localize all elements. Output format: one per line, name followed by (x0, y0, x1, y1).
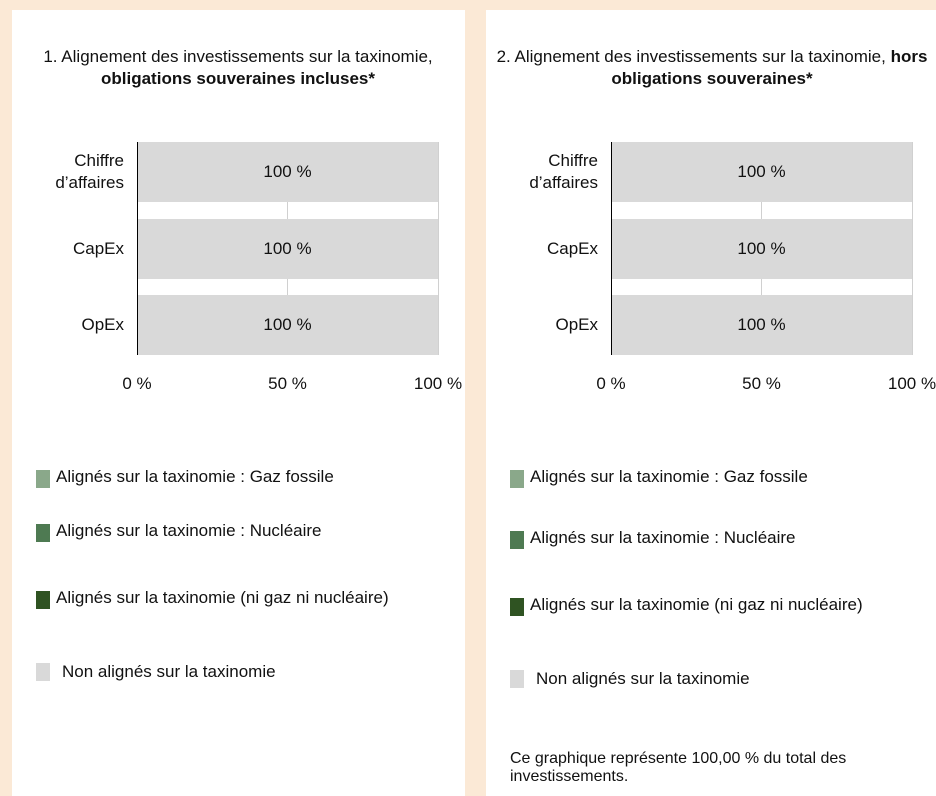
legend-swatch (510, 470, 524, 488)
legend-item: Alignés sur la taxinomie : Gaz fossile (510, 466, 920, 488)
x-tick-label: 50 % (268, 374, 307, 393)
bar (611, 295, 912, 355)
y-tick-label: Chiffre d’affaires (529, 151, 598, 192)
legend-swatch (36, 663, 50, 681)
chart-title: 1. Alignement des investissements sur la… (22, 46, 454, 90)
data-label: 100 % (263, 162, 312, 181)
data-label: 100 % (737, 162, 786, 181)
data-label: 100 % (737, 315, 786, 334)
legend-swatch (36, 470, 50, 488)
legend-item: Non alignés sur la taxinomie (510, 668, 920, 690)
x-tick-label: 0 % (122, 374, 152, 393)
legend-item: Alignés sur la taxinomie : Nucléaire (510, 527, 920, 549)
legend-swatch (36, 524, 50, 542)
legend-swatch (510, 598, 524, 616)
data-label: 100 % (263, 315, 312, 334)
bar (137, 295, 438, 355)
legend-swatch (510, 670, 524, 688)
legend-item: Alignés sur la taxinomie : Nucléaire (36, 520, 446, 542)
legend-label: Alignés sur la taxinomie : Gaz fossile (530, 467, 808, 486)
axis-line (136, 142, 138, 355)
legend-label: Non alignés sur la taxinomie (536, 669, 750, 688)
data-label: 100 % (737, 239, 786, 258)
legend-label: Alignés sur la taxinomie : Nucléaire (56, 521, 322, 540)
data-label: 100 % (263, 239, 312, 258)
y-tick-label: OpEx (555, 315, 598, 334)
legend-label: Alignés sur la taxinomie (ni gaz ni nucl… (530, 595, 863, 614)
bar (137, 142, 438, 202)
legend-label: Alignés sur la taxinomie : Gaz fossile (56, 467, 334, 486)
title-bold: hors obligations souveraines* (611, 47, 928, 88)
x-tick-label: 100 % (887, 374, 936, 393)
grid-line (911, 142, 913, 355)
legend-label: Alignés sur la taxinomie : Nucléaire (530, 528, 796, 547)
axis-line (610, 142, 612, 355)
chart-panel: 2. Alignement des investissements sur la… (486, 10, 936, 796)
x-tick-label: 50 % (742, 374, 781, 393)
legend-item: Alignés sur la taxinomie : Gaz fossile (36, 466, 446, 488)
x-tick-label: 100 % (413, 374, 463, 393)
bar (611, 142, 912, 202)
bar (611, 219, 912, 279)
legend-swatch (36, 591, 50, 609)
y-tick-label: OpEx (81, 315, 124, 334)
legend-label: Alignés sur la taxinomie (ni gaz ni nucl… (56, 588, 389, 607)
chart-title: 2. Alignement des investissements sur la… (496, 46, 928, 90)
bar (137, 219, 438, 279)
legend-item: Alignés sur la taxinomie (ni gaz ni nucl… (36, 587, 446, 609)
y-tick-label: CapEx (72, 239, 124, 258)
y-tick-label: CapEx (546, 239, 598, 258)
title-text: 2. Alignement des investissements sur la… (496, 47, 891, 66)
legend-item: Alignés sur la taxinomie (ni gaz ni nucl… (510, 594, 920, 616)
note: Ce graphique représente 100,00 % du tota… (510, 750, 847, 785)
title-bold: obligations souveraines incluses* (101, 69, 375, 88)
x-tick-label: 0 % (596, 374, 626, 393)
legend-label: Non alignés sur la taxinomie (62, 662, 276, 681)
chart-panel: 1. Alignement des investissements sur la… (12, 10, 465, 796)
y-tick-label: Chiffre d’affaires (55, 151, 124, 192)
grid-line (437, 142, 439, 355)
legend-item: Non alignés sur la taxinomie (36, 661, 446, 683)
title-text: 1. Alignement des investissements sur la… (43, 47, 433, 66)
legend-swatch (510, 531, 524, 549)
